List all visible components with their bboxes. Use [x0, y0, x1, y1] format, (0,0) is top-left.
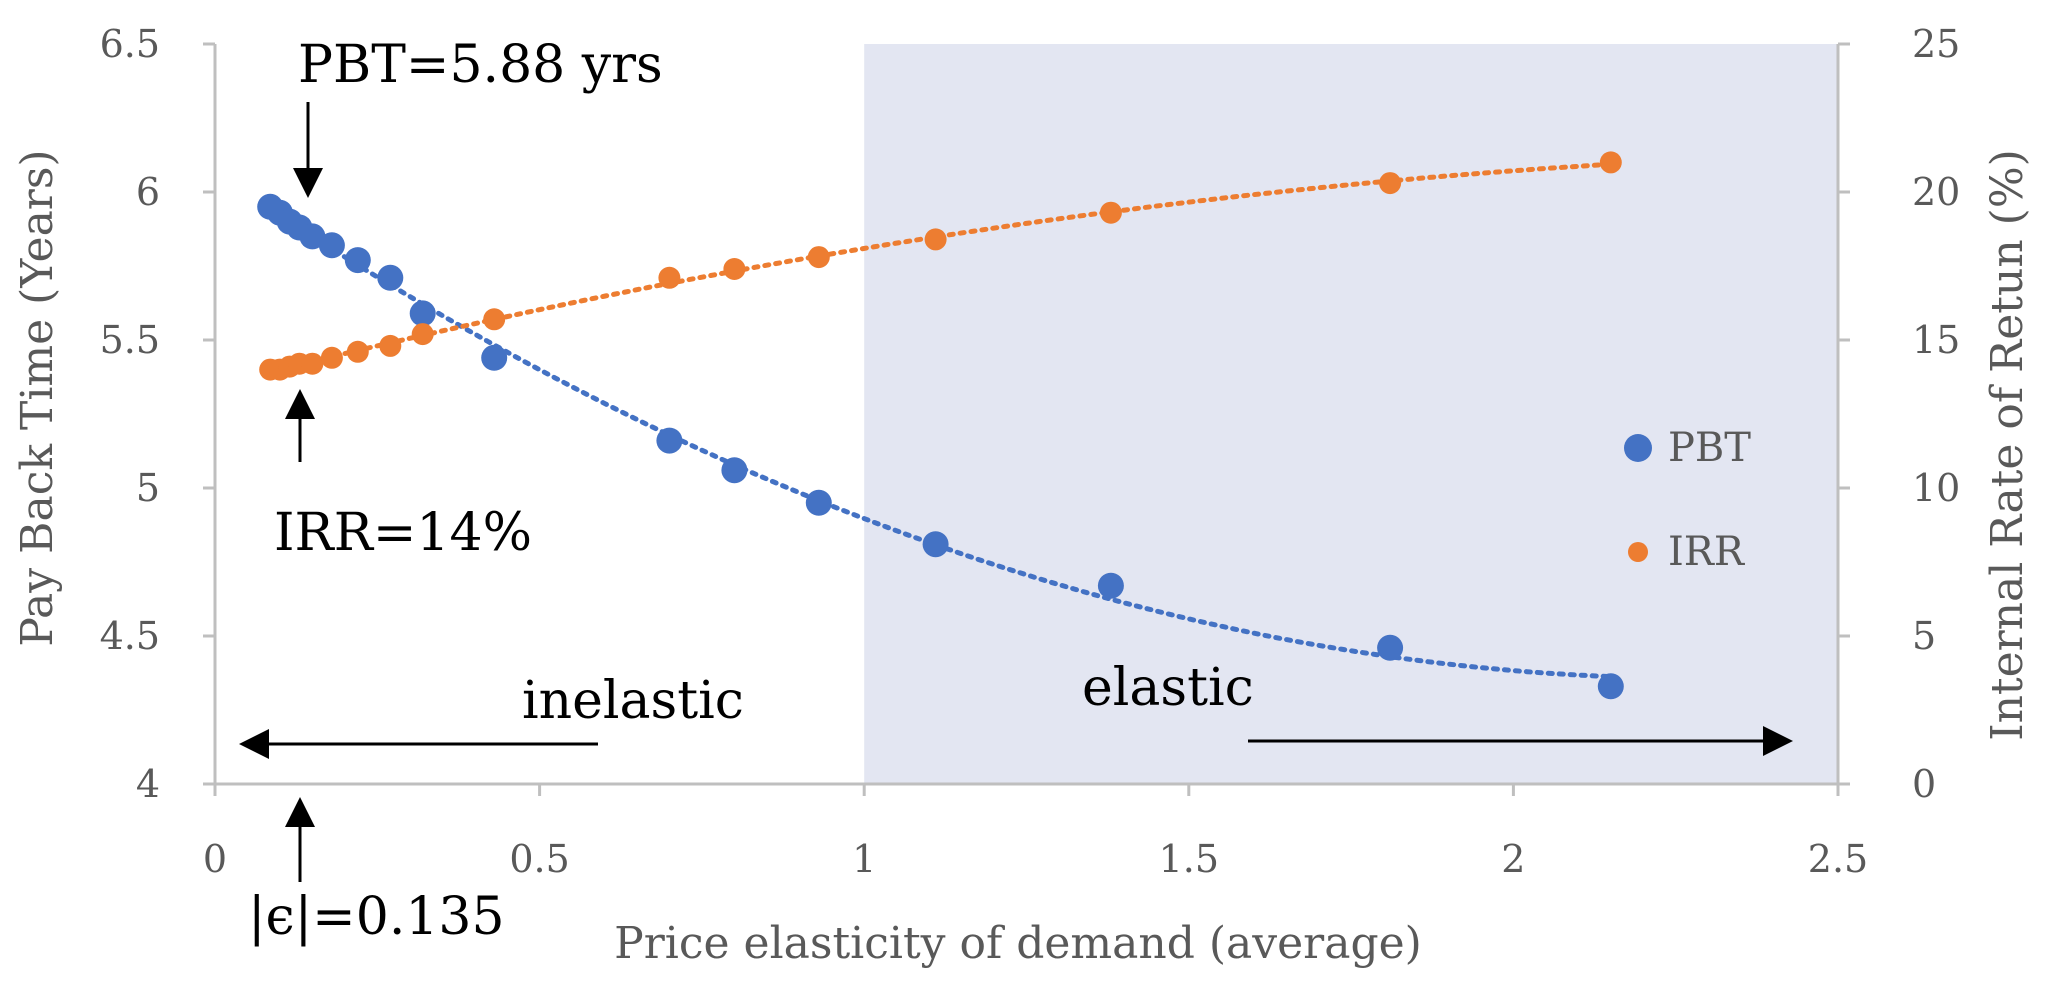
- y-right-tick-label: 20: [1912, 170, 1960, 214]
- point-pbt: [377, 264, 404, 291]
- point-irr: [379, 334, 402, 357]
- y-right-tick-labels: 0 5 10 15 20 25: [1838, 22, 1960, 806]
- point-pbt: [922, 531, 949, 558]
- y-left-tick-label: 6: [136, 170, 160, 214]
- point-irr: [658, 266, 681, 289]
- point-pbt: [805, 489, 832, 516]
- point-pbt: [1097, 572, 1124, 599]
- inelastic-label: inelastic: [522, 671, 744, 731]
- point-pbt: [318, 232, 345, 259]
- x-tick-label: 1.5: [1159, 837, 1219, 881]
- x-tick-labels: 0 0.5 1 1.5 2 2.5: [203, 784, 1868, 881]
- point-pbt: [344, 247, 371, 274]
- point-irr: [924, 228, 947, 251]
- point-pbt: [656, 427, 683, 454]
- x-axis-title: Price elasticity of demand (average): [614, 918, 1422, 969]
- y-axis-right-title: Internal Rate of Retun (%): [1982, 149, 2033, 741]
- legend-pbt-label: PBT: [1668, 425, 1751, 471]
- y-left-tick-label: 4: [136, 762, 160, 806]
- point-irr: [320, 346, 343, 369]
- point-irr: [1099, 201, 1122, 224]
- point-irr: [411, 323, 434, 346]
- data-points: [257, 151, 1624, 700]
- y-left-tick-label: 4.5: [100, 614, 160, 658]
- x-tick-label: 0.5: [509, 837, 569, 881]
- y-left-tick-labels: 4 4.5 5 5.5 6 6.5: [100, 22, 215, 806]
- elastic-region: [864, 44, 1838, 784]
- point-irr: [723, 258, 746, 280]
- y-left-tick-label: 5.5: [100, 318, 160, 362]
- point-pbt: [1597, 673, 1624, 700]
- x-tick-label: 2: [1501, 837, 1525, 881]
- point-pbt: [1377, 634, 1404, 661]
- pbt-annotation: PBT=5.88 yrs: [298, 35, 663, 95]
- legend-pbt-marker: [1624, 434, 1652, 462]
- y-right-tick-label: 15: [1912, 318, 1960, 362]
- eps-annotation: |ϵ|=0.135: [248, 887, 505, 947]
- legend-irr-marker: [1628, 542, 1648, 562]
- point-irr: [807, 246, 830, 269]
- point-pbt: [481, 344, 508, 371]
- point-pbt: [299, 223, 326, 250]
- elastic-label: elastic: [1082, 658, 1254, 718]
- y-axis-left-title: Pay Back Time (Years): [12, 149, 63, 646]
- y-right-tick-label: 5: [1912, 614, 1936, 658]
- point-pbt: [409, 300, 436, 327]
- y-left-tick-label: 5: [136, 466, 160, 510]
- irr-annotation: IRR=14%: [274, 503, 532, 563]
- y-right-tick-label: 0: [1912, 762, 1936, 806]
- point-pbt: [721, 457, 748, 484]
- point-irr: [1599, 151, 1622, 174]
- y-right-tick-label: 10: [1912, 466, 1960, 510]
- y-left-tick-label: 6.5: [100, 22, 160, 66]
- point-irr: [301, 352, 324, 375]
- point-irr: [483, 308, 506, 331]
- x-tick-label: 0: [203, 837, 227, 881]
- point-irr: [1379, 172, 1402, 195]
- x-tick-label: 2.5: [1808, 837, 1868, 881]
- point-irr: [346, 340, 369, 363]
- legend-irr-label: IRR: [1668, 529, 1746, 575]
- x-tick-label: 1: [852, 837, 876, 881]
- y-right-tick-label: 25: [1912, 22, 1960, 66]
